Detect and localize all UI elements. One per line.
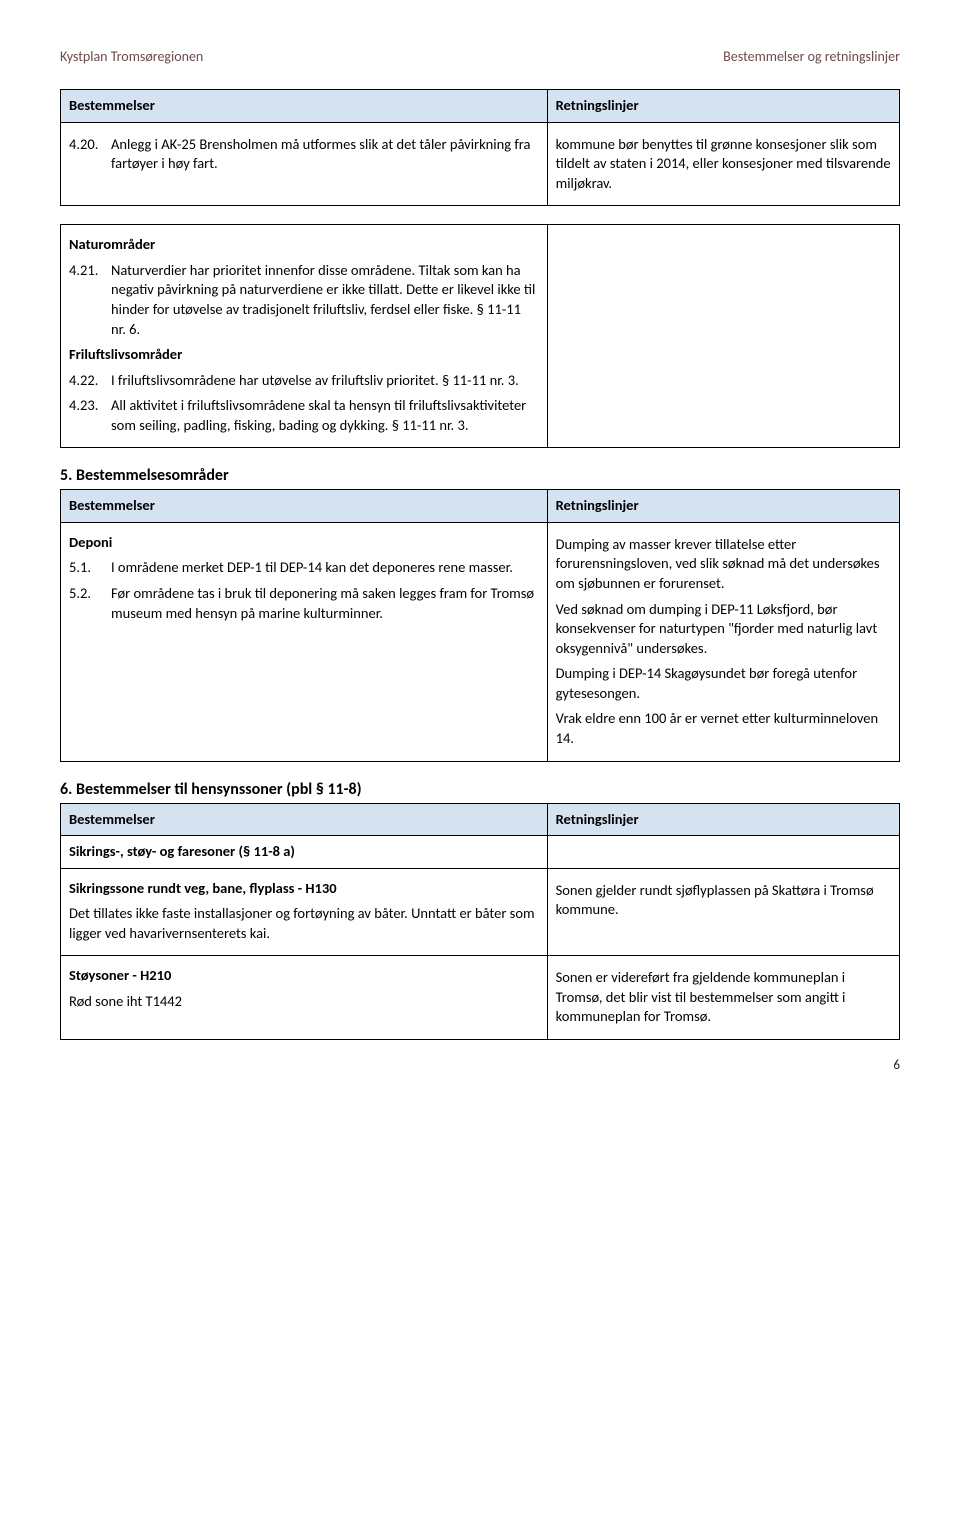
- item-number: 4.22.: [69, 371, 107, 391]
- table-bestemmelsesomrader: Bestemmelser Retningslinjer Deponi 5.1. …: [60, 489, 900, 761]
- item-text: I friluftslivsområdene har utøvelse av f…: [111, 371, 519, 389]
- table3-cell-left: Deponi 5.1. I områdene merket DEP-1 til …: [61, 522, 548, 761]
- table1-cell-right: kommune bør benyttes til grønne konsesjo…: [547, 122, 899, 206]
- item-text: All aktivitet i friluftslivsområdene ska…: [111, 396, 526, 434]
- sikring-row-title-cell: Sikrings-, støy- og faresoner (§ 11-8 a): [61, 836, 548, 869]
- sikring-row-right-empty: [547, 836, 899, 869]
- sikringssone-cell-right: Sonen gjelder rundt sjøflyplassen på Ska…: [547, 868, 899, 956]
- item-number: 4.20.: [69, 135, 107, 155]
- list-item: 4.21. Naturverdier har prioritet innenfo…: [69, 261, 539, 339]
- table2-cell-right: [547, 225, 899, 448]
- header-right: Bestemmelser og retningslinjer: [723, 48, 900, 65]
- table1-header-left: Bestemmelser: [61, 90, 548, 123]
- paragraph: Ved søknad om dumping i DEP-11 Løksfjord…: [556, 600, 891, 659]
- item-number: 4.23.: [69, 396, 107, 416]
- friluft-title: Friluftslivsområder: [69, 345, 539, 365]
- item-number: 4.21.: [69, 261, 107, 281]
- paragraph: Sonen er videreført fra gjeldende kommun…: [556, 968, 891, 1027]
- deponi-title: Deponi: [69, 533, 539, 553]
- stoysoner-cell-right: Sonen er videreført fra gjeldende kommun…: [547, 956, 899, 1040]
- table3-header-left: Bestemmelser: [61, 490, 548, 523]
- item-text: Anlegg i AK-25 Brensholmen må utformes s…: [111, 135, 530, 173]
- section-6-title: 6. Bestemmelser til hensynssoner (pbl § …: [60, 780, 900, 799]
- page-number: 6: [60, 1058, 900, 1073]
- list-item: 4.23. All aktivitet i friluftslivsområde…: [69, 396, 539, 435]
- paragraph: Vrak eldre enn 100 år er vernet etter ku…: [556, 709, 891, 748]
- page-header: Kystplan Tromsøregionen Bestemmelser og …: [60, 48, 900, 65]
- paragraph: kommune bør benyttes til grønne konsesjo…: [556, 135, 891, 194]
- sikringssone-cell-left: Sikringssone rundt veg, bane, flyplass -…: [61, 868, 548, 956]
- paragraph: Dumping i DEP-14 Skagøysundet bør foregå…: [556, 664, 891, 703]
- section-5-title: 5. Bestemmelsesområder: [60, 466, 900, 485]
- item-text: Før områdene tas i bruk til deponering m…: [111, 584, 534, 622]
- table1-cell-left: 4.20. Anlegg i AK-25 Brensholmen må utfo…: [61, 122, 548, 206]
- list-item: 5.2. Før områdene tas i bruk til deponer…: [69, 584, 539, 623]
- paragraph: Sonen gjelder rundt sjøflyplassen på Ska…: [556, 881, 891, 920]
- list-item: 4.20. Anlegg i AK-25 Brensholmen må utfo…: [69, 135, 539, 174]
- stoysoner-sub: Rød sone iht T1442: [69, 992, 539, 1012]
- naturomrader-title: Naturområder: [69, 235, 539, 255]
- list-item: 4.22. I friluftslivsområdene har utøvels…: [69, 371, 539, 391]
- item-number: 5.2.: [69, 584, 107, 604]
- paragraph: Dumping av masser krever tillatelse ette…: [556, 535, 891, 594]
- sikring-row-title: Sikrings-, støy- og faresoner (§ 11-8 a): [69, 842, 295, 860]
- table-bestemmelser-1: Bestemmelser Retningslinjer 4.20. Anlegg…: [60, 89, 900, 206]
- table1-header-right: Retningslinjer: [547, 90, 899, 123]
- table4-header-left: Bestemmelser: [61, 803, 548, 836]
- table3-cell-right: Dumping av masser krever tillatelse ette…: [547, 522, 899, 761]
- item-number: 5.1.: [69, 558, 107, 578]
- stoysoner-cell-left: Støysoner - H210 Rød sone iht T1442: [61, 956, 548, 1040]
- table-natur-friluft: Naturområder 4.21. Naturverdier har prio…: [60, 224, 900, 448]
- item-text: I områdene merket DEP-1 til DEP-14 kan d…: [111, 558, 513, 576]
- page: Kystplan Tromsøregionen Bestemmelser og …: [0, 0, 960, 1113]
- table2-cell-left: Naturområder 4.21. Naturverdier har prio…: [61, 225, 548, 448]
- sikringssone-text: Det tillates ikke faste installasjoner o…: [69, 904, 539, 943]
- sikringssone-title: Sikringssone rundt veg, bane, flyplass -…: [69, 879, 539, 899]
- stoysoner-title: Støysoner - H210: [69, 966, 539, 986]
- table3-header-right: Retningslinjer: [547, 490, 899, 523]
- list-item: 5.1. I områdene merket DEP-1 til DEP-14 …: [69, 558, 539, 578]
- table4-header-right: Retningslinjer: [547, 803, 899, 836]
- table-hensynssoner: Bestemmelser Retningslinjer Sikrings-, s…: [60, 803, 900, 1041]
- item-text: Naturverdier har prioritet innenfor diss…: [111, 261, 535, 338]
- header-left: Kystplan Tromsøregionen: [60, 48, 203, 65]
